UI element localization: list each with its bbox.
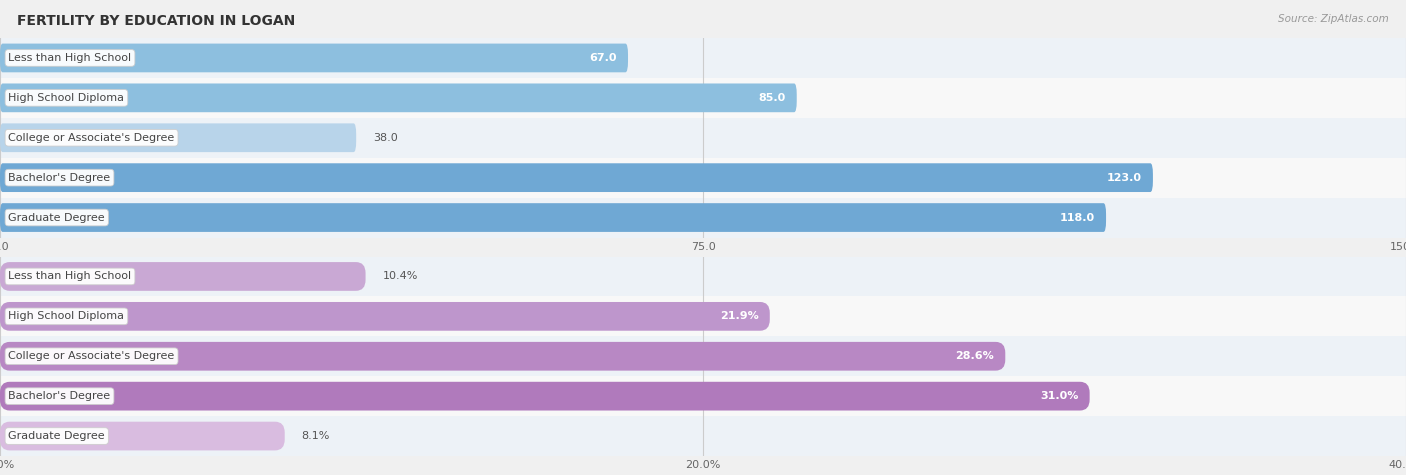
Text: 31.0%: 31.0% [1040,391,1078,401]
Bar [0,198,1406,238]
Text: 123.0: 123.0 [1107,172,1142,183]
FancyBboxPatch shape [0,302,770,331]
FancyBboxPatch shape [0,342,1005,370]
FancyBboxPatch shape [0,84,797,112]
Text: Graduate Degree: Graduate Degree [8,431,105,441]
Bar [0,158,1406,198]
FancyBboxPatch shape [0,422,284,450]
Bar [0,256,1406,296]
Text: 10.4%: 10.4% [382,271,418,282]
Text: 21.9%: 21.9% [720,311,759,322]
Text: Less than High School: Less than High School [8,271,132,282]
Text: College or Associate's Degree: College or Associate's Degree [8,351,174,361]
Text: 8.1%: 8.1% [301,431,330,441]
FancyBboxPatch shape [0,262,366,291]
FancyBboxPatch shape [0,163,1153,192]
Text: 38.0: 38.0 [373,133,398,143]
Bar [0,416,1406,456]
Text: College or Associate's Degree: College or Associate's Degree [8,133,174,143]
Text: FERTILITY BY EDUCATION IN LOGAN: FERTILITY BY EDUCATION IN LOGAN [17,14,295,28]
Bar [0,38,1406,78]
Bar [0,78,1406,118]
Text: Graduate Degree: Graduate Degree [8,212,105,223]
FancyBboxPatch shape [0,203,1107,232]
Text: High School Diploma: High School Diploma [8,311,125,322]
Text: Bachelor's Degree: Bachelor's Degree [8,172,111,183]
Text: 118.0: 118.0 [1060,212,1095,223]
FancyBboxPatch shape [0,124,356,152]
Bar [0,296,1406,336]
Text: 28.6%: 28.6% [955,351,994,361]
Text: Source: ZipAtlas.com: Source: ZipAtlas.com [1278,14,1389,24]
Bar [0,376,1406,416]
Text: Less than High School: Less than High School [8,53,132,63]
Bar [0,336,1406,376]
Bar [0,118,1406,158]
Text: 85.0: 85.0 [758,93,786,103]
FancyBboxPatch shape [0,382,1090,410]
Text: High School Diploma: High School Diploma [8,93,125,103]
Text: Bachelor's Degree: Bachelor's Degree [8,391,111,401]
Text: 67.0: 67.0 [589,53,617,63]
FancyBboxPatch shape [0,44,628,72]
